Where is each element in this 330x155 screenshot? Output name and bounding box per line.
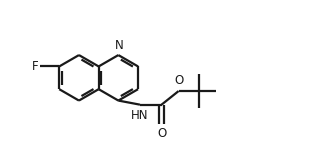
Text: N: N [115,39,123,52]
Text: O: O [157,127,166,140]
Text: HN: HN [131,109,149,122]
Text: F: F [31,60,38,73]
Text: O: O [174,74,183,87]
